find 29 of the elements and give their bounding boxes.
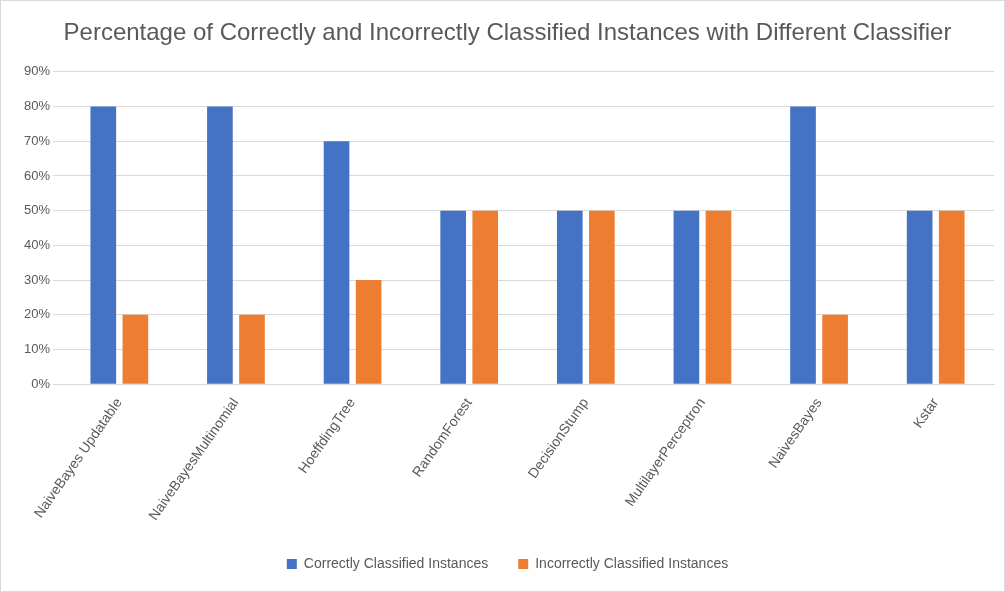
bar [938,210,965,384]
y-tick-label: 80% [23,98,51,114]
chart-title: Percentage of Correctly and Incorrectly Classified Instances with Different Classifier [63,18,952,46]
bar [556,210,583,384]
bar [440,210,466,384]
bar [472,210,499,384]
bar [673,210,700,384]
y-tick-label: 50% [23,202,51,218]
bar [239,314,265,384]
bar [790,106,816,384]
bar [323,141,350,384]
bar [705,210,732,384]
bar [207,106,233,384]
y-tick-label: 30% [23,271,51,287]
bar [355,280,382,384]
legend-label: Correctly Classified Instances [303,554,489,571]
y-tick-label: 90% [23,63,51,79]
y-tick-label: 0% [31,375,51,391]
y-tick-label: 70% [23,132,51,148]
y-tick-label: 10% [23,341,51,357]
legend-label: Incorrectly Classified Instances [535,554,729,571]
y-tick-label: 20% [23,306,51,322]
bar [122,314,149,384]
bar [906,210,933,384]
bar [589,210,615,384]
bar [822,314,848,384]
y-tick-label: 60% [23,167,51,183]
bar [90,106,117,384]
y-tick-label: 40% [23,236,51,252]
